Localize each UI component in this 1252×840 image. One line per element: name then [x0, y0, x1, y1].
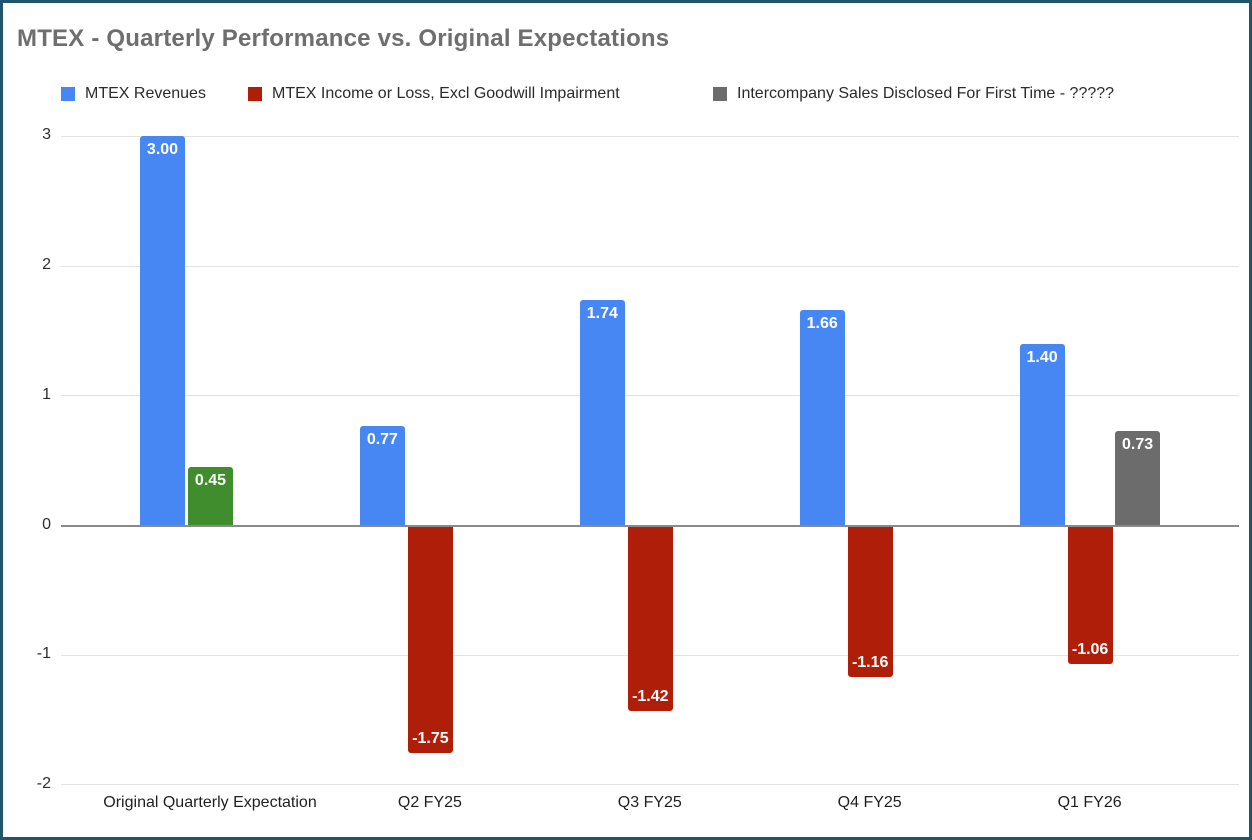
bar-q3-fy25-series-2[interactable]: -1.42: [627, 526, 673, 711]
legend-swatch: [61, 87, 75, 101]
y-tick-label: 0: [42, 515, 51, 533]
bar-value-label: 1.74: [586, 304, 618, 322]
bar-value-label: 0.45: [194, 472, 227, 490]
bar-q2-fy25-series-2[interactable]: -1.75: [407, 526, 453, 754]
x-category-label-original-quarterly-expectation: Original Quarterly Expectation: [103, 794, 317, 811]
chart-title: MTEX - Quarterly Performance vs. Origina…: [17, 25, 670, 52]
legend-label: MTEX Income or Loss, Excl Goodwill Impai…: [272, 85, 620, 102]
legend: MTEX Revenues MTEX Income or Loss, Excl G…: [3, 85, 1249, 105]
bar-value-label: -1.42: [632, 687, 669, 705]
bar-q4-fy25-series-1[interactable]: 1.66: [799, 310, 845, 526]
bar-original-quarterly-expectation-series-2[interactable]: 0.45: [188, 467, 233, 526]
bar-value-label: -1.16: [851, 653, 889, 671]
legend-item-mtex-income-or-loss-excl-goodwill-impair[interactable]: MTEX Income or Loss, Excl Goodwill Impai…: [248, 85, 620, 103]
y-tick-label: 3: [42, 126, 51, 144]
bar-value-label: 0.73: [1122, 435, 1154, 453]
legend-swatch: [713, 87, 727, 101]
bar-value-label: 1.66: [806, 315, 838, 333]
bar-value-label: -1.75: [412, 730, 449, 748]
legend-label: MTEX Revenues: [85, 85, 206, 102]
bar-q1-fy26-series-2[interactable]: -1.06: [1067, 526, 1113, 664]
gridline: [61, 135, 1239, 137]
y-tick-label: 2: [42, 256, 51, 274]
legend-swatch: [248, 87, 262, 101]
zero-line: [61, 524, 1239, 527]
x-category-label-q2-fy25: Q2 FY25: [397, 794, 462, 811]
x-category-label-q4-fy25: Q4 FY25: [837, 794, 902, 811]
plot-area: 3 2 1 0 -1 -2 3.00 0.77 1.74 1.66 1.40 0.45 -1.75 -1.…: [3, 3, 1249, 837]
bar-original-quarterly-expectation-series-1[interactable]: 3.00: [140, 136, 185, 526]
bar-value-label: 0.77: [366, 430, 398, 448]
bar-q2-fy25-series-1[interactable]: 0.77: [359, 425, 405, 526]
legend-item-mtex-revenues[interactable]: MTEX Revenues: [61, 85, 206, 103]
gridline: [61, 265, 1239, 267]
bar-q1-fy26-series-3[interactable]: 0.73: [1115, 430, 1161, 526]
x-category-label-q1-fy26: Q1 FY26: [1057, 794, 1122, 811]
legend-item-intercompany-sales-disclosed-for-first-t[interactable]: Intercompany Sales Disclosed For First T…: [713, 85, 1114, 103]
bar-value-label: -1.06: [1071, 640, 1109, 658]
bar-q4-fy25-series-2[interactable]: -1.16: [847, 526, 893, 677]
bar-q3-fy25-series-1[interactable]: 1.74: [579, 299, 625, 526]
bar-q1-fy26-series-1[interactable]: 1.40: [1019, 343, 1065, 526]
bar-value-label: 1.40: [1026, 348, 1058, 366]
gridline: [61, 395, 1239, 397]
y-tick-label: 1: [42, 385, 51, 403]
bar-value-label: 3.00: [146, 141, 179, 159]
x-category-label-q3-fy25: Q3 FY25: [617, 794, 682, 811]
y-tick-label: -1: [36, 645, 51, 663]
legend-label: Intercompany Sales Disclosed For First T…: [737, 85, 1115, 102]
y-tick-label: -2: [36, 774, 51, 792]
gridline: [61, 784, 1239, 786]
